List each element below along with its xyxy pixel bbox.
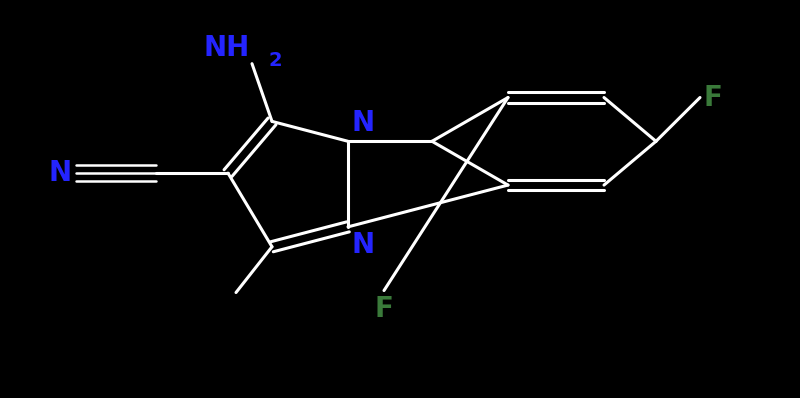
- Text: F: F: [374, 295, 394, 322]
- Text: N: N: [352, 109, 375, 137]
- Text: NH: NH: [204, 34, 250, 62]
- Text: N: N: [352, 231, 375, 259]
- Text: F: F: [704, 84, 723, 111]
- Text: 2: 2: [268, 51, 282, 70]
- Text: N: N: [49, 159, 72, 187]
